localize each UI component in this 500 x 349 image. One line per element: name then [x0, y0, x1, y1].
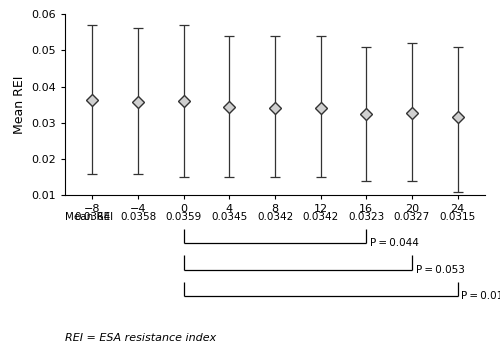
Text: 0.0358: 0.0358 [120, 212, 156, 222]
Text: 0.0345: 0.0345 [211, 212, 248, 222]
Text: P = 0.053: P = 0.053 [416, 265, 465, 275]
Text: 0.0342: 0.0342 [257, 212, 293, 222]
Text: 0.0359: 0.0359 [166, 212, 202, 222]
Text: REI = ESA resistance index: REI = ESA resistance index [65, 333, 216, 343]
Text: 0.0364: 0.0364 [74, 212, 110, 222]
Y-axis label: Mean REI: Mean REI [12, 75, 26, 134]
Text: P = 0.015: P = 0.015 [462, 291, 500, 301]
Text: 0.0315: 0.0315 [440, 212, 476, 222]
Text: 0.0323: 0.0323 [348, 212, 385, 222]
Text: Mean REI: Mean REI [65, 212, 113, 222]
Text: 0.0342: 0.0342 [302, 212, 339, 222]
Text: P = 0.044: P = 0.044 [370, 238, 419, 248]
Text: 0.0327: 0.0327 [394, 212, 430, 222]
